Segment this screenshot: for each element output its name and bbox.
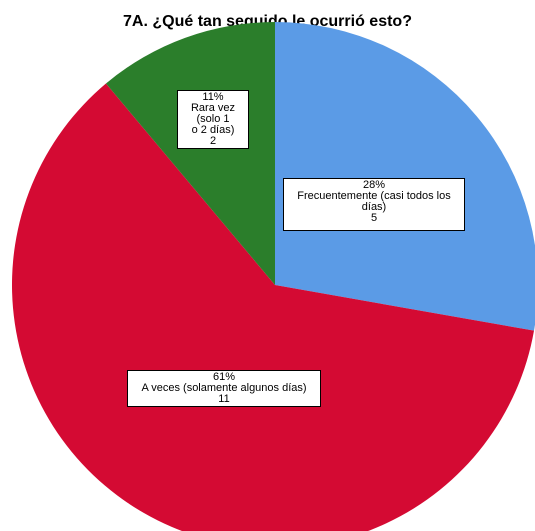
slice-category-label: A veces (solamente algunos días) — [141, 382, 307, 394]
slice-count-label: 2 — [209, 135, 217, 147]
slice-percent-label: 61% — [212, 371, 236, 383]
pie-slice-2 — [11, 83, 534, 531]
slice-label-1: 28% Frecuentemente (casi todos los días) 5 — [283, 178, 465, 231]
pie-slice-3 — [105, 22, 275, 285]
pie-slices — [11, 22, 535, 531]
slice-category-label: Frecuentemente (casi todos los — [297, 190, 451, 202]
slice-category-label: Rara vez (solo 1 — [190, 102, 236, 125]
slice-category-label: días) — [361, 201, 387, 213]
slice-label-2: 61% A veces (solamente algunos días) 11 — [127, 370, 321, 407]
slice-category-label: o 2 días) — [191, 124, 235, 136]
slice-count-label: 5 — [370, 212, 378, 224]
chart-title: 7A. ¿Qué tan seguido le ocurrió esto? — [123, 13, 412, 30]
slice-count-label: 11 — [218, 393, 230, 405]
slice-percent-label: 11% — [202, 91, 224, 103]
pie-slice-1 — [275, 22, 535, 331]
slice-percent-label: 28% — [362, 179, 386, 191]
